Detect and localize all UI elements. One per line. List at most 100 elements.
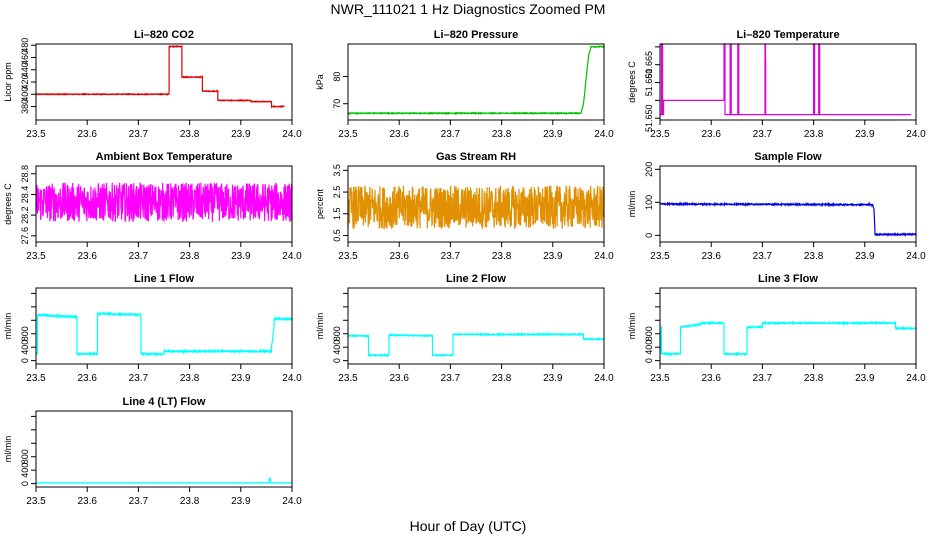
x-tick-label: 23.7 <box>129 129 149 140</box>
y-tick-label: 400 <box>20 87 30 102</box>
y-tick-label: 0 <box>644 233 654 238</box>
x-tick-label: 23.8 <box>180 251 200 262</box>
panel-co2: Li–820 CO2 Licor ppm 23.5 23.6 23.7 23.8 23.9 2… <box>3 29 302 140</box>
y-axis-label: Licor ppm <box>3 62 13 102</box>
y-tick-label: 460 <box>20 50 30 65</box>
x-tick-label: 23.9 <box>231 129 251 140</box>
series-line-line1 <box>35 311 293 357</box>
x-tick-label: 23.7 <box>441 251 461 262</box>
x-tick-label: 23.7 <box>753 373 773 384</box>
x-tick-label: 23.9 <box>231 496 251 507</box>
x-tick-label: 23.8 <box>492 129 512 140</box>
plot-frame <box>347 165 605 243</box>
panel-title: Sample Flow <box>754 151 822 163</box>
x-tick-label: 23.8 <box>492 251 512 262</box>
y-axis-label: degrees C <box>627 61 637 103</box>
y-tick-label: 28.8 <box>20 165 30 183</box>
plot-frame <box>35 43 293 121</box>
y-tick-label: 51.665 <box>644 51 654 79</box>
x-tick-label: 23.9 <box>543 251 563 262</box>
x-tick-label: 24.0 <box>594 129 614 140</box>
panel-title: Line 1 Flow <box>134 273 194 285</box>
y-tick-label: 100 <box>644 195 654 210</box>
y-axis-label: kPa <box>315 74 325 90</box>
panel-line4: Line 4 (LT) Flow ml/min 23.5 23.6 23.7 23.8 23… <box>3 396 302 507</box>
y-tick-label: 70 <box>332 99 342 109</box>
x-tick-label: 23.5 <box>338 373 358 384</box>
y-tick-label: 1.5 <box>332 208 342 221</box>
plot-frame <box>659 43 917 121</box>
series-line-co2 <box>35 44 285 109</box>
x-tick-label: 23.9 <box>543 129 563 140</box>
x-tick-label: 23.7 <box>129 251 149 262</box>
y-tick-label: 51.650 <box>644 104 654 132</box>
y-tick-label: 51.660 <box>644 69 654 97</box>
x-tick-label: 23.5 <box>650 129 670 140</box>
plot-frame <box>347 287 605 365</box>
series-line-line4 <box>35 477 293 484</box>
x-tick-label: 23.7 <box>129 373 149 384</box>
y-tick-label: 800 <box>332 326 342 341</box>
panel-title: Li–820 CO2 <box>134 29 194 41</box>
x-tick-label: 23.5 <box>26 373 46 384</box>
series-line-line3 <box>659 320 917 357</box>
x-tick-label: 24.0 <box>906 373 926 384</box>
y-axis-label: ml/min <box>3 436 13 463</box>
y-tick-label: 400 <box>332 340 342 355</box>
x-tick-label: 23.9 <box>855 373 875 384</box>
y-tick-label: 0 <box>20 481 30 486</box>
x-tick-label: 23.8 <box>180 373 200 384</box>
x-tick-label: 23.8 <box>180 496 200 507</box>
x-tick-label: 23.9 <box>855 129 875 140</box>
y-tick-label: 28.4 <box>20 186 30 204</box>
series-line-sample_flow <box>659 201 917 237</box>
y-tick-label: 80 <box>332 72 342 82</box>
plot-frame <box>659 165 917 243</box>
y-axis-label: ml/min <box>627 313 637 340</box>
panel-title: Li–820 Temperature <box>736 29 839 41</box>
panel-title: Ambient Box Temperature <box>96 151 233 163</box>
x-tick-label: 23.6 <box>701 373 721 384</box>
x-tick-label: 24.0 <box>594 373 614 384</box>
x-tick-label: 23.9 <box>231 251 251 262</box>
y-axis-label: ml/min <box>627 191 637 218</box>
x-tick-label: 24.0 <box>282 251 302 262</box>
x-tick-label: 23.5 <box>26 129 46 140</box>
x-tick-label: 23.7 <box>129 496 149 507</box>
x-tick-label: 23.5 <box>26 251 46 262</box>
panel-line3: Line 3 Flow ml/min 23.5 23.6 23.7 23.8 23.9 24.… <box>627 273 926 384</box>
y-tick-label: 0 <box>332 358 342 363</box>
x-tick-label: 24.0 <box>282 373 302 384</box>
figure-xlabel: Hour of Day (UTC) <box>409 518 527 534</box>
y-tick-label: 800 <box>20 449 30 464</box>
y-tick-label: 200 <box>644 162 654 177</box>
y-tick-label: 27.6 <box>20 227 30 245</box>
x-tick-label: 23.6 <box>77 129 97 140</box>
panel-pressure: Li–820 Pressure kPa 23.5 23.6 23.7 23.8 23.9 24… <box>315 29 614 140</box>
x-tick-label: 23.8 <box>804 373 824 384</box>
y-tick-label: 3.5 <box>332 164 342 177</box>
x-tick-label: 23.8 <box>804 251 824 262</box>
panel-title: Line 4 (LT) Flow <box>123 396 206 408</box>
y-axis-label: ml/min <box>315 313 325 340</box>
x-tick-label: 23.7 <box>441 373 461 384</box>
x-tick-label: 23.8 <box>804 129 824 140</box>
x-tick-label: 24.0 <box>906 129 926 140</box>
x-tick-label: 23.6 <box>389 129 409 140</box>
plot-frame <box>347 43 605 121</box>
panel-gas_rh: Gas Stream RH percent 23.5 23.6 23.7 23.8 23.9… <box>315 151 614 262</box>
x-tick-label: 24.0 <box>906 251 926 262</box>
plot-frame <box>659 287 917 365</box>
y-axis-label: ml/min <box>3 313 13 340</box>
x-tick-label: 23.8 <box>492 373 512 384</box>
x-tick-label: 24.0 <box>282 129 302 140</box>
y-tick-label: 800 <box>644 326 654 341</box>
series-line-box_temp <box>35 182 293 222</box>
y-axis-label: percent <box>315 188 325 219</box>
panel-box_temp: Ambient Box Temperature degrees C 23.5 23.6… <box>3 151 302 262</box>
x-tick-label: 23.5 <box>650 373 670 384</box>
x-tick-label: 23.7 <box>441 129 461 140</box>
x-tick-label: 23.7 <box>753 251 773 262</box>
